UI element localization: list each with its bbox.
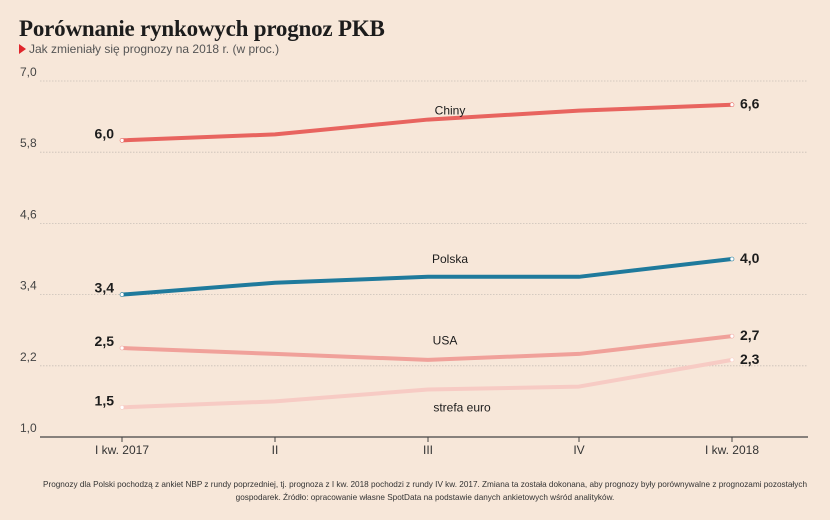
series-endpoint <box>119 405 125 410</box>
x-tick-label: I kw. 2017 <box>95 443 149 457</box>
y-tick-label: 4,6 <box>20 207 37 221</box>
footnote: Prognozy dla Polski pochodzą z ankiet NB… <box>43 480 807 502</box>
series-name-label: Chiny <box>435 104 466 118</box>
series-name-label: Polska <box>432 252 468 266</box>
x-tick-label: IV <box>573 443 584 457</box>
y-tick-label: 7,0 <box>20 65 37 79</box>
line-chart: 7,05,84,63,42,21,0I kw. 2017 II III IV I kw.… <box>20 65 808 457</box>
data-label-start: 6,0 <box>95 125 115 141</box>
y-tick-label: 3,4 <box>20 279 37 293</box>
series-line <box>120 357 734 410</box>
series-line <box>120 257 734 297</box>
data-label-end: 2,7 <box>740 327 760 343</box>
series-endpoint <box>729 333 735 339</box>
data-label-end: 4,0 <box>740 250 760 266</box>
series-name-label: USA <box>433 333 458 347</box>
data-label-end: 2,3 <box>740 351 760 367</box>
data-label-start: 3,4 <box>95 280 115 296</box>
subtitle-text: Jak zmieniały się prognozy na 2018 r. (w… <box>29 42 280 56</box>
series-endpoint <box>729 102 735 108</box>
data-label-start: 2,5 <box>95 333 115 349</box>
y-tick-label: 2,2 <box>20 350 37 364</box>
x-tick-label: II <box>272 443 279 457</box>
series-endpoint <box>119 345 125 351</box>
y-tick-label: 5,8 <box>20 136 37 150</box>
series-name-label: strefa euro <box>433 400 491 414</box>
series-endpoint <box>119 138 125 143</box>
series-endpoint <box>729 357 735 363</box>
data-label-end: 6,6 <box>740 96 760 112</box>
series-endpoint <box>119 292 125 297</box>
x-tick-label: III <box>423 443 433 457</box>
chart-title: Porównanie rynkowych prognoz PKB <box>19 16 385 41</box>
series-line <box>120 102 734 143</box>
series-line <box>120 334 734 362</box>
y-tick-label: 1,0 <box>20 421 37 435</box>
x-tick-label: I kw. 2018 <box>705 443 759 457</box>
series-endpoint <box>729 256 735 262</box>
triangle-marker-icon <box>19 44 26 54</box>
chart-subtitle: Jak zmieniały się prognozy na 2018 r. (w… <box>19 42 279 56</box>
data-label-start: 1,5 <box>95 392 115 408</box>
